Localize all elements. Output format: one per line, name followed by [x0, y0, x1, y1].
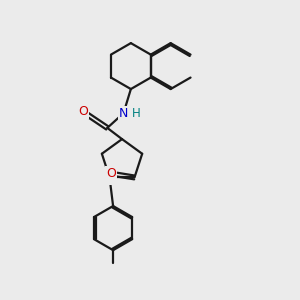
- Text: O: O: [78, 105, 88, 118]
- Text: N: N: [105, 171, 114, 184]
- Text: H: H: [131, 107, 140, 120]
- Text: O: O: [106, 167, 116, 179]
- Text: N: N: [119, 107, 128, 120]
